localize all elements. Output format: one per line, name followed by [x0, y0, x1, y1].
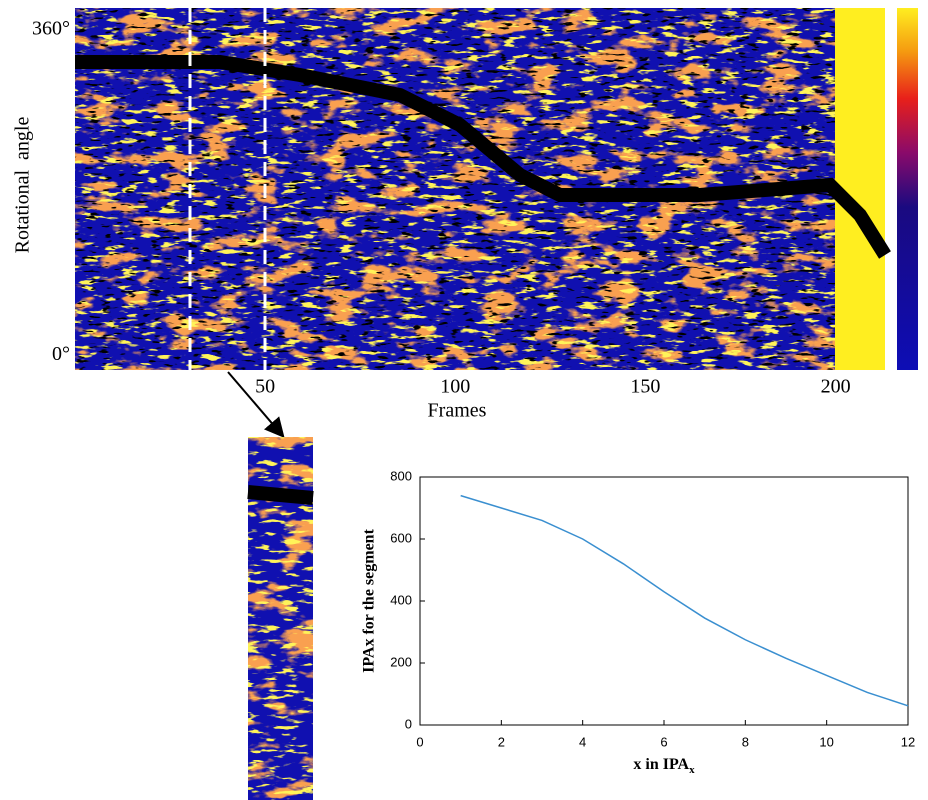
x-tick-label: 200: [821, 376, 851, 398]
y-tick-label: 0°: [52, 343, 70, 365]
y-tick-label: 600: [390, 530, 412, 545]
y-tick-label: 400: [390, 592, 412, 607]
x-tick-label: 6: [660, 734, 667, 749]
x-tick-label: 100: [440, 376, 470, 398]
y-tick-label: 0: [405, 716, 412, 731]
line-series: [460, 494, 909, 707]
colorbar: [897, 8, 918, 370]
arrow: [227, 371, 285, 439]
x-tick-label: 2: [498, 734, 505, 749]
y-tick-label: 360°: [32, 17, 70, 39]
x-tick-label: 4: [579, 734, 586, 749]
x-tick-label: 0: [416, 734, 423, 749]
x-tick-label: 150: [630, 376, 660, 398]
x-axis-label-main: x in IPA: [633, 756, 689, 773]
x-tick-label: 12: [901, 734, 915, 749]
heatmap-image: [75, 8, 891, 370]
plot-frame: [419, 476, 909, 726]
x-tick-label: 50: [255, 376, 275, 398]
y-axis-label: Rotational angle: [12, 117, 34, 254]
x-tick-label: 8: [742, 734, 749, 749]
y-tick-label: 800: [390, 468, 412, 483]
x-axis-label: Frames: [428, 400, 487, 422]
segment-image: [247, 437, 314, 800]
x-tick-label: 10: [819, 734, 833, 749]
x-axis-label: x in IPAx: [633, 756, 695, 776]
y-tick-label: 200: [390, 654, 412, 669]
y-axis-label: IPAx for the segment: [361, 528, 378, 672]
x-axis-label-subscript: x: [689, 764, 695, 776]
